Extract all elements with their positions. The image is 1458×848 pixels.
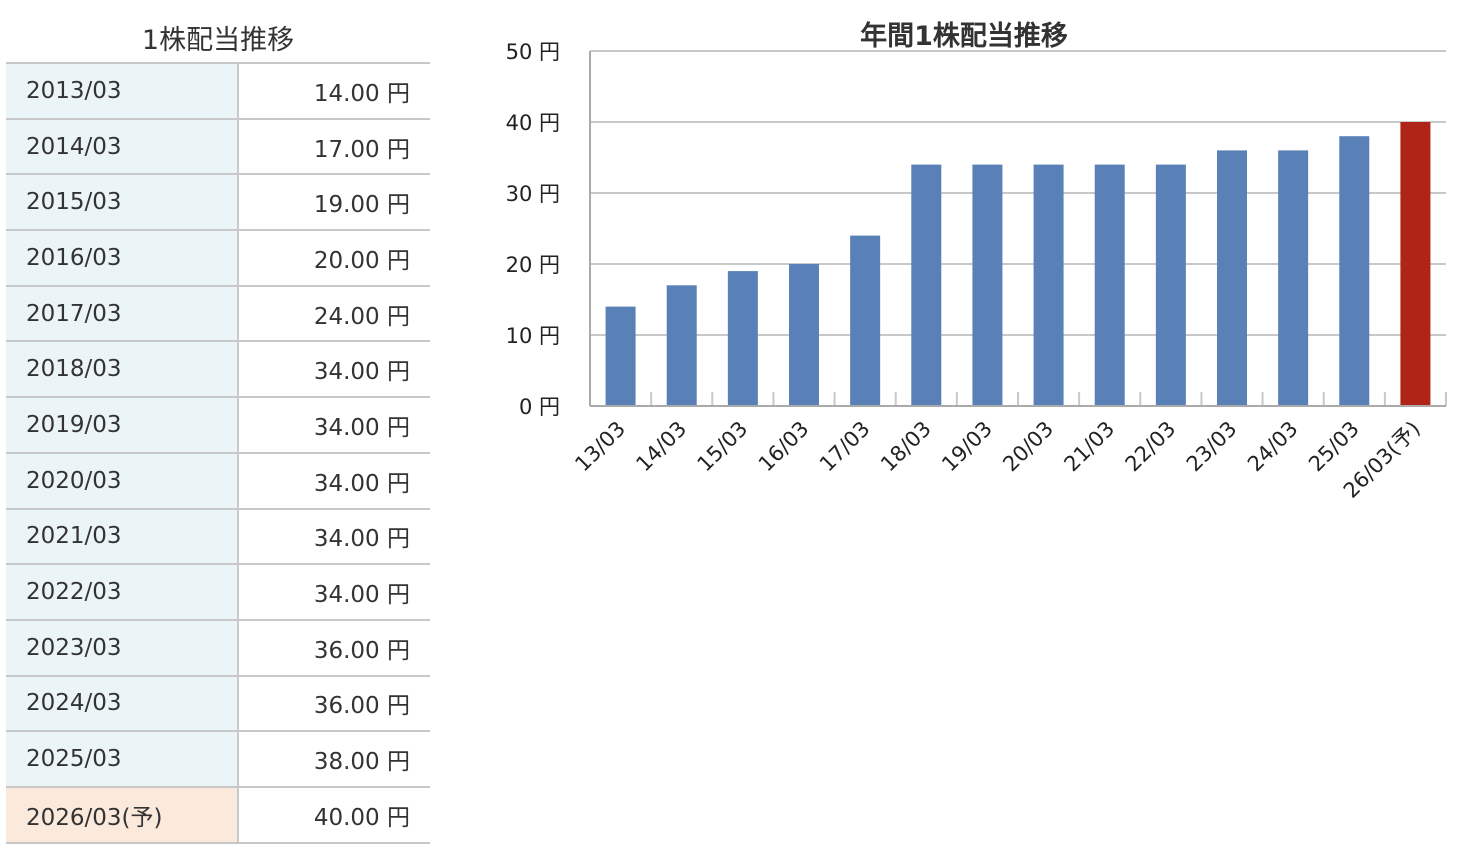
x-tick-label: 17/03 <box>815 417 875 477</box>
dividend-value-cell: 24.00 円 <box>313 303 410 330</box>
dividend-value-cell: 34.00 円 <box>313 359 410 386</box>
dividend-value-cell: 19.00 円 <box>313 192 410 219</box>
x-tick-label: 25/03 <box>1304 417 1364 477</box>
bar <box>727 271 758 406</box>
dividend-value-cell: 38.00 円 <box>313 749 410 776</box>
bar <box>1217 150 1247 406</box>
bar <box>605 306 636 406</box>
bar <box>789 264 819 406</box>
x-tick-label: 19/03 <box>937 417 997 477</box>
period-cell: 2026/03(予) <box>6 787 239 842</box>
dividend-value-cell: 14.00 円 <box>313 80 410 107</box>
x-tick-label: 16/03 <box>754 417 814 477</box>
bar <box>1278 150 1309 406</box>
period-cell: 2025/03 <box>6 732 239 786</box>
x-tick-label: 18/03 <box>876 417 936 477</box>
bar <box>666 285 697 406</box>
table-row: 2020/03 34.00 円 <box>6 453 430 510</box>
bar <box>850 235 881 406</box>
dividend-value-cell: 20.00 円 <box>313 247 410 274</box>
bar <box>1094 164 1125 406</box>
bar <box>911 164 942 406</box>
x-tick-label: 23/03 <box>1182 417 1242 477</box>
period-cell: 2021/03 <box>6 509 239 564</box>
table-row: 2023/03 36.00 円 <box>6 620 430 677</box>
table-row: 2017/03 24.00 円 <box>6 286 430 343</box>
table-row: 2015/03 19.00 円 <box>6 175 430 232</box>
table-row: 2024/03 36.00 円 <box>6 676 430 733</box>
period-cell: 2016/03 <box>6 231 239 285</box>
table-row: 2014/03 17.00 円 <box>6 119 430 176</box>
x-tick-label: 14/03 <box>631 417 691 477</box>
bar <box>1033 164 1064 406</box>
x-tick-label: 24/03 <box>1243 417 1303 477</box>
period-cell: 2019/03 <box>6 398 239 452</box>
dividend-value-cell: 34.00 円 <box>313 582 410 609</box>
period-cell: 2022/03 <box>6 565 239 619</box>
table-row: 2019/03 34.00 円 <box>6 398 430 454</box>
period-cell: 2024/03 <box>6 676 239 731</box>
dividend-value-cell: 36.00 円 <box>313 637 410 664</box>
table-row: 2022/03 34.00 円 <box>6 565 430 621</box>
dividend-value-cell: 34.00 円 <box>313 526 410 553</box>
period-cell: 2017/03 <box>6 286 239 341</box>
table-row: 2013/03 14.00 円 <box>6 64 430 120</box>
y-tick-label: 50 円 <box>506 40 560 64</box>
period-cell: 2015/03 <box>6 175 239 230</box>
period-cell: 2018/03 <box>6 342 239 397</box>
table-row: 2016/03 20.00 円 <box>6 231 430 287</box>
dividend-chart: 年間1株配当推移 0 円 10 円 20 円 30 円 40 円 50 円 13/03 14/… <box>470 0 1458 520</box>
bar <box>1155 164 1186 406</box>
bar <box>972 164 1003 406</box>
x-tick-label: 20/03 <box>998 417 1058 477</box>
table-row: 2021/03 34.00 円 <box>6 509 430 566</box>
chart-plot: 0 円 10 円 20 円 30 円 40 円 50 円 13/03 14/03 15/03 16… <box>506 40 1447 503</box>
y-tick-label: 10 円 <box>506 324 560 348</box>
x-tick-label: 13/03 <box>570 417 630 477</box>
table-row: 2018/03 34.00 円 <box>6 342 430 399</box>
x-tick-label: 15/03 <box>693 417 753 477</box>
bar <box>1339 136 1370 406</box>
period-cell: 2014/03 <box>6 119 239 174</box>
table-row: 2026/03(予) 40.00 円 <box>6 787 430 844</box>
y-tick-label: 0 円 <box>519 395 560 419</box>
dividend-value-cell: 34.00 円 <box>313 470 410 497</box>
period-cell: 2020/03 <box>6 453 239 508</box>
x-tick-label: 22/03 <box>1121 417 1181 477</box>
table-title: 1株配当推移 <box>6 0 430 64</box>
table-row: 2025/03 38.00 円 <box>6 732 430 788</box>
y-tick-label: 20 円 <box>506 253 560 277</box>
period-cell: 2013/03 <box>6 64 239 118</box>
dividend-table: 1株配当推移 2013/03 14.00 円 2014/03 17.00 円 2015/… <box>6 0 430 844</box>
y-tick-label: 30 円 <box>506 182 560 206</box>
x-tick-label: 21/03 <box>1059 417 1119 477</box>
dividend-value-cell: 34.00 円 <box>313 414 410 441</box>
dividend-value-cell: 40.00 円 <box>313 804 410 831</box>
dividend-value-cell: 36.00 円 <box>313 693 410 720</box>
dividend-value-cell: 17.00 円 <box>313 136 410 163</box>
period-cell: 2023/03 <box>6 620 239 675</box>
y-tick-label: 40 円 <box>506 111 560 135</box>
chart-title: 年間1株配当推移 <box>860 21 1068 52</box>
bar <box>1400 122 1431 406</box>
